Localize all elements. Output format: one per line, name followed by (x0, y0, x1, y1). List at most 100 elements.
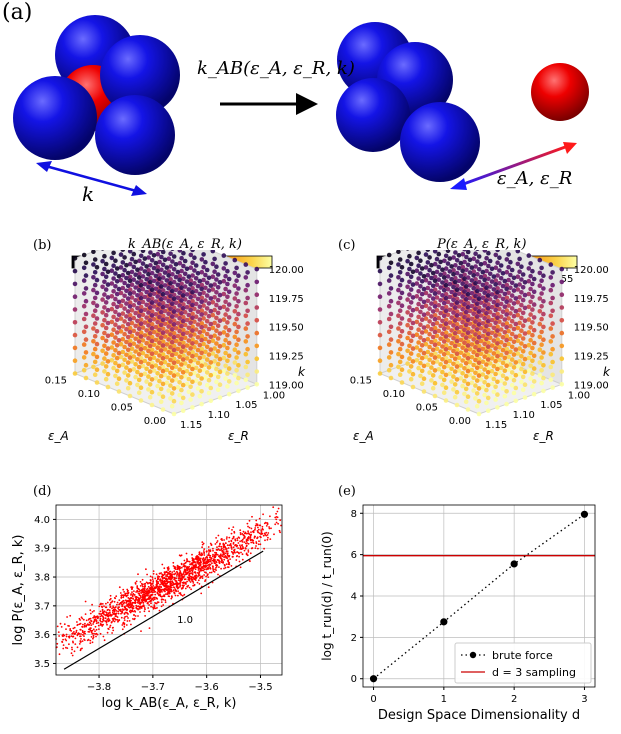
data-point (166, 583, 168, 585)
data-point (126, 589, 128, 591)
data-point (73, 256, 78, 261)
data-point (89, 629, 91, 631)
data-point (143, 604, 145, 606)
y-tick-label: 0 (351, 674, 357, 685)
x-tick-label: 0.15 (350, 376, 372, 387)
data-point (440, 293, 445, 298)
data-point (530, 307, 535, 312)
data-point (77, 635, 79, 637)
data-point (466, 369, 471, 374)
data-point (473, 345, 478, 350)
data-point (171, 571, 173, 573)
data-point (177, 566, 179, 568)
x-tick-label: 0.15 (45, 376, 67, 387)
data-point (155, 307, 160, 312)
data-point (519, 277, 524, 282)
data-point (460, 333, 465, 338)
data-point (100, 361, 105, 366)
data-point (460, 358, 465, 363)
data-point (471, 273, 476, 278)
data-point (159, 310, 164, 315)
data-point (87, 624, 89, 626)
data-point (231, 546, 233, 548)
data-point (80, 638, 82, 640)
data-point (549, 378, 554, 383)
data-point (215, 543, 217, 545)
data-point (477, 309, 482, 314)
data-point (96, 620, 98, 622)
data-point (89, 631, 91, 633)
data-point (442, 365, 447, 370)
data-point (389, 376, 394, 381)
data-point (203, 560, 205, 562)
data-point (207, 576, 209, 578)
data-point (229, 544, 231, 546)
data-point (250, 531, 252, 533)
data-point (122, 319, 127, 324)
data-point (179, 375, 184, 380)
data-point (181, 574, 183, 576)
data-point (209, 283, 214, 288)
data-point (62, 634, 64, 636)
z-tick-label: 119.00 (574, 380, 609, 391)
data-point (215, 567, 217, 569)
data-point (539, 381, 544, 386)
data-point (150, 288, 155, 293)
data-point (217, 574, 219, 576)
data-point (493, 295, 498, 300)
data-point (104, 639, 106, 641)
data-point (460, 307, 465, 312)
data-point (173, 570, 175, 572)
data-point (93, 308, 98, 313)
data-point (405, 361, 410, 366)
data-point (198, 559, 200, 561)
data-point (122, 255, 127, 260)
data-point (81, 618, 83, 620)
data-point (464, 310, 469, 315)
y-tick-label: 3.5 (34, 659, 50, 670)
data-point (378, 269, 383, 274)
data-point (243, 541, 245, 543)
data-point (239, 544, 241, 546)
data-point (203, 568, 205, 570)
data-point (190, 354, 195, 359)
data-point (466, 330, 471, 335)
data-point (138, 593, 140, 595)
data-point (251, 516, 253, 518)
data-point (272, 506, 274, 508)
data-point (426, 260, 431, 265)
data-point (188, 359, 193, 364)
data-point (418, 374, 423, 379)
data-point (90, 618, 92, 620)
data-point (242, 553, 244, 555)
data-point (82, 304, 87, 309)
data-point (126, 335, 131, 340)
data-point (247, 554, 249, 556)
data-point (183, 582, 185, 584)
data-point (234, 532, 236, 534)
data-point (205, 293, 210, 298)
data-point (141, 261, 146, 266)
data-point (187, 326, 192, 331)
data-point (102, 331, 107, 336)
data-point (168, 383, 173, 388)
data-point (124, 340, 129, 345)
data-point (244, 339, 249, 344)
data-point (209, 335, 214, 340)
data-point (117, 389, 122, 394)
data-point (213, 570, 215, 572)
data-point (156, 580, 158, 582)
data-point (91, 636, 93, 638)
data-point (192, 580, 194, 582)
data-point (254, 267, 259, 272)
data-point (152, 266, 157, 271)
data-point (464, 361, 469, 366)
data-point (257, 523, 259, 525)
data-point (442, 275, 447, 280)
data-point (106, 334, 111, 339)
data-point (273, 533, 275, 535)
data-point (198, 279, 203, 284)
data-point (170, 353, 175, 358)
data-point (66, 616, 68, 618)
data-point (242, 559, 244, 561)
